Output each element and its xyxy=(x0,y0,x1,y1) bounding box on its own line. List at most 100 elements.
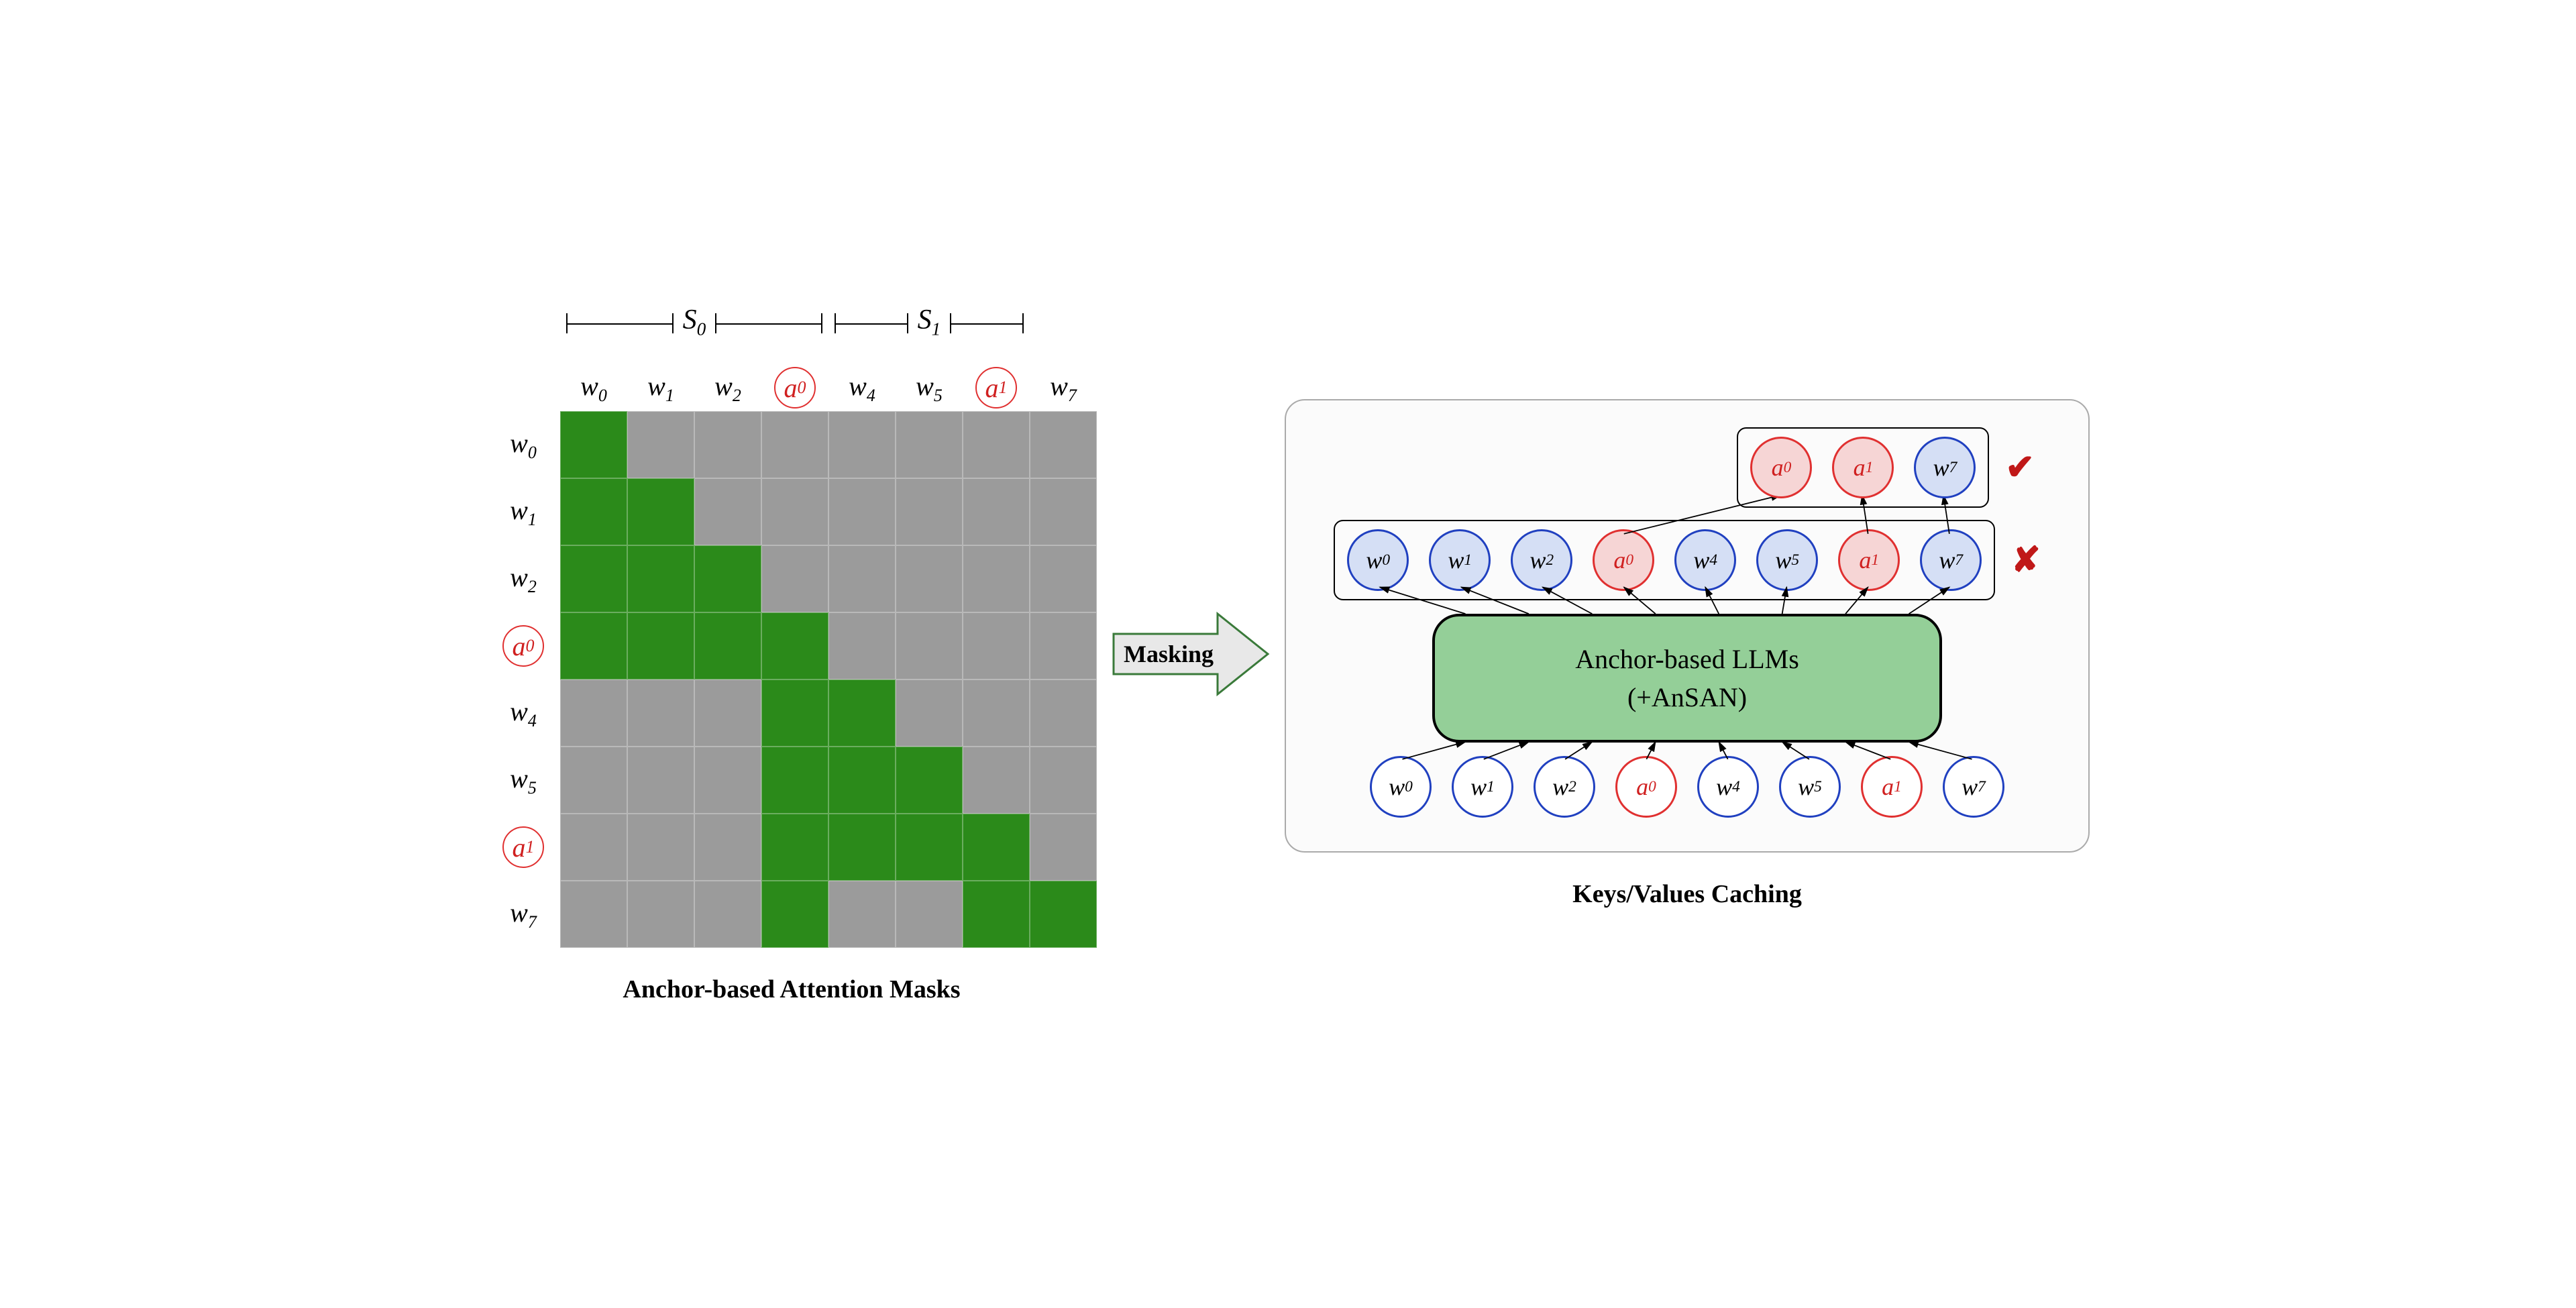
row-header-token: w2 xyxy=(486,545,560,612)
word-token-circle: w7 xyxy=(1914,437,1976,498)
row-headers: w0w1w2a0w4w5a1w7 xyxy=(486,411,560,948)
mask-cell xyxy=(896,679,963,747)
mask-cell xyxy=(1030,545,1097,612)
mask-cell xyxy=(560,881,627,948)
mask-cell xyxy=(761,679,828,747)
column-headers: w0w1w2a0w4w5a1w7 xyxy=(560,364,1097,411)
anchor-token-circle: a1 xyxy=(1838,529,1900,591)
mask-cell xyxy=(828,612,896,679)
row-header-token: a1 xyxy=(486,814,560,881)
llm-block: Anchor-based LLMs (+AnSAN) xyxy=(1432,614,1942,743)
selected-tokens-box: a0 a1 w7 xyxy=(1737,427,1989,508)
mask-cell xyxy=(828,478,896,545)
mask-cell xyxy=(627,612,694,679)
arrow-label: Masking xyxy=(1124,640,1214,668)
col-header-token: w0 xyxy=(560,364,627,411)
grid-area: w0w1w2a0w4w5a1w7 xyxy=(486,411,1097,948)
mask-cell xyxy=(560,545,627,612)
word-token-circle: w2 xyxy=(1534,756,1595,818)
mask-cell xyxy=(627,881,694,948)
mask-cell xyxy=(963,411,1030,478)
mask-cell xyxy=(1030,478,1097,545)
mask-cell xyxy=(896,545,963,612)
anchor-token-circle: a1 xyxy=(1861,756,1923,818)
mask-cell xyxy=(896,747,963,814)
mask-cell xyxy=(627,747,694,814)
mask-cell xyxy=(560,478,627,545)
mask-cell xyxy=(1030,679,1097,747)
mask-cell xyxy=(761,411,828,478)
word-token-circle: w2 xyxy=(1511,529,1572,591)
mask-cell xyxy=(694,679,761,747)
mask-cell xyxy=(963,478,1030,545)
mask-cell xyxy=(560,679,627,747)
right-caption: Keys/Values Caching xyxy=(1572,879,1802,909)
figure-root: S0S1 w0w1w2a0w4w5a1w7 w0w1w2a0w4w5a1w7 A… xyxy=(486,304,2090,1004)
word-token-circle: w7 xyxy=(1920,529,1982,591)
cross-icon: ✘ xyxy=(2011,540,2041,580)
mask-cell xyxy=(1030,747,1097,814)
attention-mask-grid xyxy=(560,411,1097,948)
mask-cell xyxy=(761,747,828,814)
row-header-token: w1 xyxy=(486,478,560,545)
llm-block-line: Anchor-based LLMs xyxy=(1489,643,1886,675)
mask-cell xyxy=(896,881,963,948)
word-token-circle: w1 xyxy=(1452,756,1513,818)
mask-cell xyxy=(694,814,761,881)
mask-cell xyxy=(761,478,828,545)
mask-cell xyxy=(828,747,896,814)
row-header-token: w0 xyxy=(486,411,560,478)
mask-cell xyxy=(1030,881,1097,948)
cache-panel: a0a1w7 ✔ w0w1w2a0w4w5a1w7 ✘ Anchor-based… xyxy=(1285,399,2090,909)
mask-wrap: S0S1 w0w1w2a0w4w5a1w7 w0w1w2a0w4w5a1w7 xyxy=(486,304,1097,948)
mask-cell xyxy=(896,478,963,545)
masking-arrow: Masking xyxy=(1110,607,1271,701)
mask-cell xyxy=(560,411,627,478)
mask-cell xyxy=(828,814,896,881)
word-token-circle: w0 xyxy=(1347,529,1409,591)
anchor-token-circle: a0 xyxy=(1593,529,1654,591)
word-token-circle: w0 xyxy=(1370,756,1432,818)
mask-cell xyxy=(828,545,896,612)
mask-cell xyxy=(896,814,963,881)
span-bracket: S1 xyxy=(828,304,1030,342)
span-bracket: S0 xyxy=(560,304,828,342)
col-header-token: w5 xyxy=(896,364,963,411)
attention-mask-panel: S0S1 w0w1w2a0w4w5a1w7 w0w1w2a0w4w5a1w7 A… xyxy=(486,304,1097,1004)
word-token-circle: w7 xyxy=(1943,756,2004,818)
cache-box: a0a1w7 ✔ w0w1w2a0w4w5a1w7 ✘ Anchor-based… xyxy=(1285,399,2090,853)
col-header-token: a0 xyxy=(761,364,828,411)
full-cache-row: w0w1w2a0w4w5a1w7 ✘ xyxy=(1313,520,2061,600)
check-icon: ✔ xyxy=(2005,447,2035,488)
mask-cell xyxy=(694,411,761,478)
mask-cell xyxy=(828,881,896,948)
mask-cell xyxy=(694,881,761,948)
word-token-circle: w4 xyxy=(1674,529,1736,591)
mask-cell xyxy=(560,612,627,679)
mask-cell xyxy=(761,814,828,881)
input-token-row: w0w1w2a0w4w5a1w7 xyxy=(1313,756,2061,818)
mask-cell xyxy=(761,545,828,612)
mask-cell xyxy=(694,478,761,545)
col-header-token: w1 xyxy=(627,364,694,411)
mask-cell xyxy=(627,679,694,747)
mask-cell xyxy=(694,612,761,679)
mask-cell xyxy=(828,411,896,478)
mask-cell xyxy=(896,612,963,679)
anchor-token-circle: a1 xyxy=(1832,437,1894,498)
row-header-token: w5 xyxy=(486,747,560,814)
span-brackets: S0S1 xyxy=(560,304,1097,364)
word-token-circle: w1 xyxy=(1429,529,1491,591)
mask-cell xyxy=(896,411,963,478)
anchor-token-circle: a0 xyxy=(1750,437,1812,498)
mask-cell xyxy=(627,814,694,881)
mask-cell xyxy=(627,411,694,478)
mask-cell xyxy=(1030,814,1097,881)
mask-cell xyxy=(963,814,1030,881)
selected-cache-row: a0 a1 w7 ✔ xyxy=(1313,427,2035,508)
mask-cell xyxy=(828,679,896,747)
mask-cell xyxy=(694,545,761,612)
llm-block-line: (+AnSAN) xyxy=(1489,682,1886,713)
mask-cell xyxy=(694,747,761,814)
row-header-token: a0 xyxy=(486,612,560,679)
